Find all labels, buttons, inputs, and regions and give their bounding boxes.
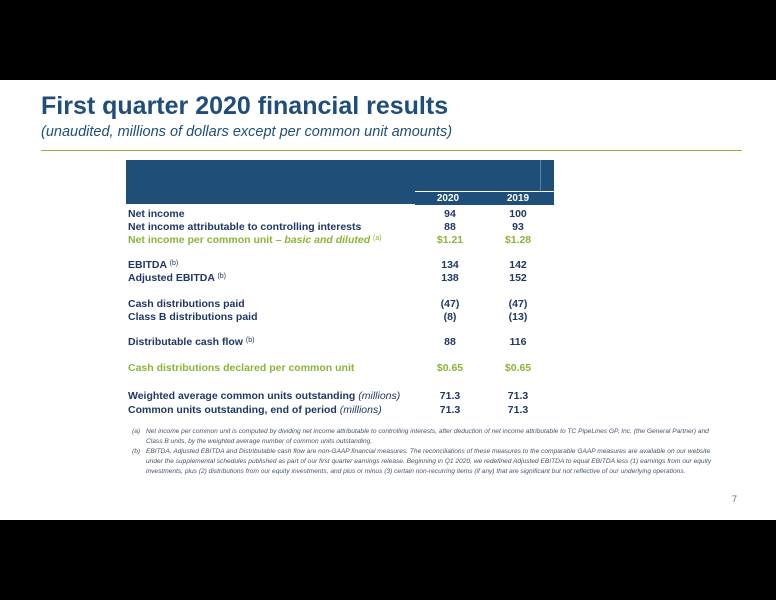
slide: First quarter 2020 financial results (un…	[0, 80, 776, 520]
value-2020: (8)	[443, 311, 457, 323]
row-label: Cash distributions declared per common u…	[128, 362, 355, 374]
year-2019-header: 2019	[506, 193, 530, 204]
table-row: Cash distributions paid (47) (47)	[128, 298, 558, 311]
table-row: Weighted average common units outstandin…	[128, 390, 558, 403]
value-2019: 93	[512, 221, 524, 233]
period-header: Three months ended 31-Mar	[541, 163, 680, 193]
period-line-1: Three months ended	[556, 164, 665, 176]
row-label: Class B distributions paid	[128, 311, 258, 323]
row-label: EBITDA (b)	[128, 259, 179, 271]
table-header-bar: Three months ended 31-Mar	[126, 160, 665, 204]
table-row: Net income attributable to controlling i…	[128, 221, 558, 234]
value-2019: 142	[509, 259, 527, 271]
value-2020: 94	[444, 208, 456, 220]
value-2020: $0.65	[436, 362, 464, 374]
footnote-text: Net income per common unit is computed b…	[146, 428, 709, 445]
value-2020: 88	[444, 336, 456, 348]
value-2019: 100	[509, 208, 527, 220]
value-2019: 71.3	[507, 404, 529, 416]
table-row: Net income per common unit – basic and d…	[128, 234, 558, 247]
table-row: EBITDA (b) 134 142	[128, 259, 558, 272]
value-2019: $1.28	[504, 234, 532, 246]
row-label: Common units outstanding, end of period …	[128, 404, 382, 416]
footnote-text: EBITDA, Adjusted EBITDA and Distributabl…	[146, 448, 712, 475]
year-2020-header: 2020	[436, 193, 460, 204]
title-divider	[41, 150, 742, 151]
value-2020: 71.3	[439, 404, 461, 416]
period-line-2: 31-Mar	[592, 179, 629, 191]
table-row: Adjusted EBITDA (b) 138 152	[128, 272, 558, 285]
page-number: 7	[732, 494, 738, 504]
value-2020: $1.21	[436, 234, 464, 246]
row-label: Distributable cash flow (b)	[128, 336, 255, 348]
value-2020: 134	[441, 259, 459, 271]
value-2019: (13)	[508, 311, 528, 323]
year-header-bar: 2020 2019	[415, 191, 554, 205]
footnote-a: (a) Net income per common unit is comput…	[132, 427, 722, 447]
row-label: Net income	[128, 208, 185, 220]
value-2019: $0.65	[504, 362, 532, 374]
value-2019: 116	[509, 336, 527, 348]
table-row: Common units outstanding, end of period …	[128, 404, 558, 417]
value-2019: 152	[509, 272, 527, 284]
footnote-b: (b) EBITDA, Adjusted EBITDA and Distribu…	[132, 447, 722, 477]
value-2020: 138	[441, 272, 459, 284]
page-subtitle: (unaudited, millions of dollars except p…	[41, 124, 453, 140]
value-2020: 71.3	[439, 390, 461, 402]
row-label: Adjusted EBITDA (b)	[128, 272, 227, 284]
table-row: Cash distributions declared per common u…	[128, 362, 558, 375]
table-row: Distributable cash flow (b) 88 116	[128, 336, 558, 349]
page-title: First quarter 2020 financial results	[41, 92, 449, 120]
footnotes: (a) Net income per common unit is comput…	[132, 427, 722, 477]
footnote-ref: (a)	[373, 235, 382, 242]
row-label: Weighted average common units outstandin…	[128, 390, 401, 402]
value-2019: 71.3	[507, 390, 529, 402]
row-label: Net income per common unit – basic and d…	[128, 234, 382, 246]
table-row: Net income 94 100	[128, 208, 558, 221]
footnote-ref: (b)	[169, 260, 179, 267]
footnote-ref: (b)	[245, 337, 255, 344]
table-row: Class B distributions paid (8) (13)	[128, 311, 558, 324]
value-2020: 88	[444, 221, 456, 233]
value-2019: (47)	[508, 298, 528, 310]
value-2020: (47)	[440, 298, 460, 310]
header-divider	[540, 160, 541, 204]
row-label: Net income attributable to controlling i…	[128, 221, 362, 233]
footnote-tag: (b)	[132, 448, 141, 455]
row-label: Cash distributions paid	[128, 298, 245, 310]
footnote-ref: (b)	[217, 273, 227, 280]
footnote-tag: (a)	[132, 428, 141, 435]
